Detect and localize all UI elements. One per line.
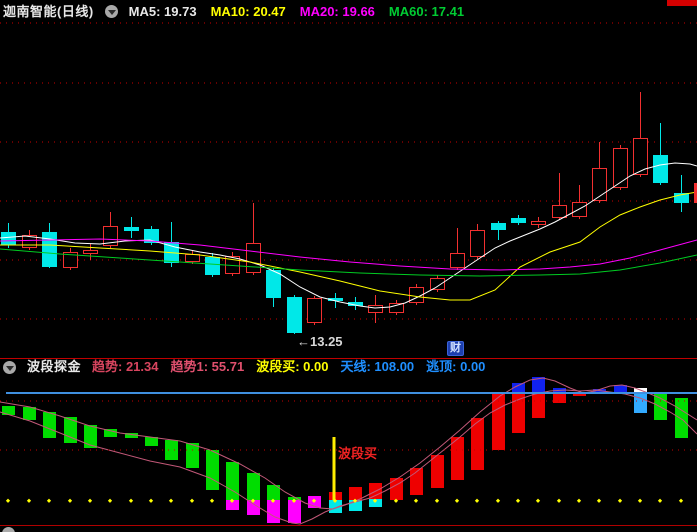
trend1-label: 趋势1: 55.71: [170, 359, 245, 374]
candles-group: [1, 92, 689, 334]
sky-line-label: 天线: 108.00: [340, 359, 415, 374]
buy-signal-label: 波段买: [338, 446, 378, 461]
main-gridlines: [0, 22, 697, 320]
indicator-panel-header: 波段探金 趋势: 21.34 趋势1: 55.71 波段买: 0.00 天线: 108…: [3, 359, 485, 375]
sub-gridlines: [0, 400, 697, 451]
border-marks-group: [667, 0, 697, 203]
ma10-label: MA10: 20.47: [210, 3, 286, 19]
indicator-title: 波段探金: [27, 359, 82, 374]
main-chart-header: 迦南智能(日线) MA5: 19.73 MA10: 20.47 MA20: 19.6…: [3, 3, 464, 20]
chevron-down-icon[interactable]: [104, 5, 118, 18]
ma60-label: MA60: 17.41: [388, 3, 465, 19]
indicator-values: 趋势: 21.34 趋势1: 55.71 波段买: 0.00 天线: 108.00 逃顶…: [92, 359, 485, 375]
watermark-logo: 财: [447, 341, 464, 356]
envelope-lines-group: [0, 377, 697, 525]
ma20-label: MA20: 19.66: [299, 3, 375, 19]
next-panel-chevron-icon[interactable]: [2, 527, 15, 532]
ma5-label: MA5: 19.73: [128, 3, 197, 19]
ma-lines-group: [0, 162, 697, 309]
dot-row-group: [5, 498, 684, 503]
escape-top-label: 逃顶: 0.00: [426, 359, 486, 374]
stock-title: 迦南智能(日线): [3, 3, 94, 19]
ma-labels: MA5: 19.73 MA10: 20.47 MA20: 19.66 MA60: 17…: [129, 4, 464, 20]
chevron-down-icon[interactable]: [3, 360, 16, 374]
trend-label: 趋势: 21.34: [92, 359, 159, 374]
price-callout-label: ←13.25: [297, 334, 343, 349]
band-buy-label: 波段买: 0.00: [256, 359, 329, 374]
